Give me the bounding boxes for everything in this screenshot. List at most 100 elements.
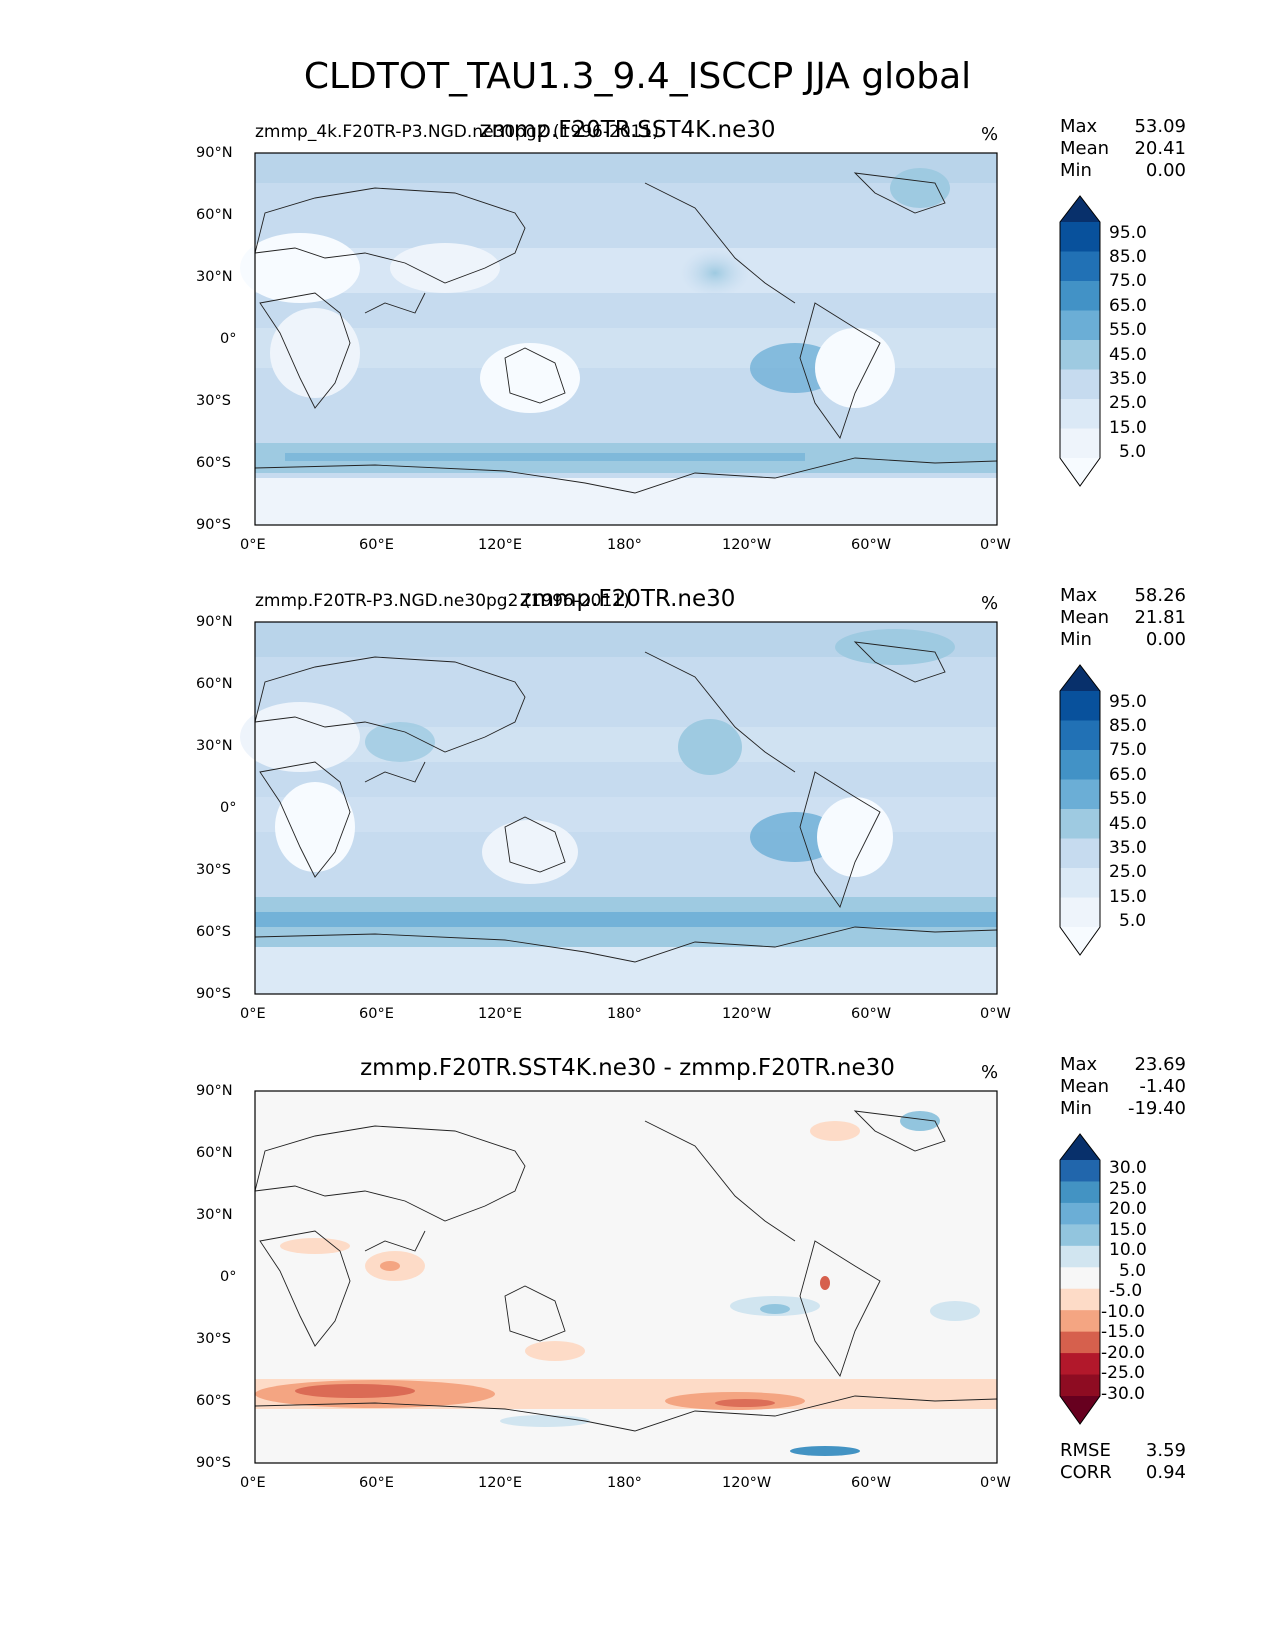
panel-2-mean-value: 21.81 (1134, 607, 1186, 628)
panel-2-lat-tick: 90°N (196, 614, 233, 630)
colorbar-segment (1060, 1331, 1100, 1354)
colorbar-extension-top (1060, 196, 1100, 222)
panel-3-lat-tick: 60°N (196, 1145, 233, 1161)
panel-3-lat-tick: 90°S (196, 1455, 231, 1471)
panel-1-colorbar-label: 25.0 (1109, 393, 1147, 413)
panel-2-lon-tick: 60°W (851, 1006, 892, 1022)
colorbar-segment (1060, 750, 1100, 780)
colorbar-segment (1060, 251, 1100, 282)
colorbar-extension-bottom (1060, 458, 1100, 486)
panel-2-lat-tick: 0° (220, 800, 237, 816)
colorbar-segment (1060, 720, 1100, 751)
panel-3-lon-tick: 60°W (851, 1475, 892, 1491)
panel-2-min-label: Min (1060, 629, 1092, 650)
panel-1-colorbar-label: 75.0 (1109, 271, 1147, 291)
colorbar-segment (1060, 1202, 1100, 1225)
colorbar-segment (1060, 222, 1100, 252)
panel-1-lon-tick: 120°W (722, 537, 772, 553)
panel-2-title: zmmp.F20TR.ne30 (519, 586, 736, 612)
panel-1-min-value: 0.00 (1145, 160, 1186, 181)
panel-3-colorbar-label: 20.0 (1109, 1199, 1147, 1219)
panel-3-mean-label: Mean (1060, 1076, 1110, 1097)
panel-3-colorbar-label: -30.0 (1101, 1384, 1145, 1404)
colorbar-segment (1060, 340, 1100, 370)
panel-3-colorbar-label: -15.0 (1101, 1322, 1145, 1342)
panel-2-colorbar-label: 75.0 (1109, 740, 1147, 760)
panel-1-lon-tick: 120°E (478, 537, 523, 553)
panel-3-units: % (981, 1062, 999, 1083)
colorbar-outline (1059, 195, 1101, 487)
panel-3-rmse-label: RMSE (1060, 1440, 1111, 1461)
panel-3-min-label: Min (1060, 1098, 1092, 1119)
panel-2-colorbar-label: 55.0 (1109, 789, 1147, 809)
panel-2-max-label: Max (1060, 585, 1098, 606)
colorbar-extension-bottom (1060, 927, 1100, 955)
panel-2-lat-tick: 90°S (196, 986, 231, 1002)
panel-2-mean-label: Mean (1060, 607, 1110, 628)
panel-1-lon-tick: 60°E (359, 537, 394, 553)
colorbar-segment (1060, 281, 1100, 311)
panel-2-lat-tick: 30°N (196, 738, 233, 754)
panel-1-colorbar-label: 35.0 (1109, 369, 1147, 389)
panel-3-lon-tick: 180° (607, 1475, 642, 1491)
panel-1-lat-tick: 30°N (196, 269, 233, 285)
colorbar-segment (1060, 897, 1100, 928)
panel-1-title: zmmp.F20TR.SST4K.ne30 (479, 117, 776, 143)
colorbar-segment (1060, 399, 1100, 429)
panel-2-colorbar-label: 15.0 (1109, 887, 1147, 907)
panel-1-lon-tick: 0°E (240, 537, 266, 553)
colorbar-segment (1060, 868, 1100, 898)
panel-3-max-label: Max (1060, 1054, 1098, 1075)
panel-2-units: % (981, 593, 999, 614)
panel-3-colorbar-label: 25.0 (1109, 1179, 1147, 1199)
panel-1-colorbar-label: 15.0 (1109, 418, 1147, 438)
panel-3-rmse-value: 3.59 (1145, 1440, 1186, 1461)
colorbar-segment (1060, 691, 1100, 721)
panel-3-min-value: -19.40 (1127, 1098, 1186, 1119)
panel-3-colorbar-label: 5.0 (1119, 1261, 1147, 1281)
colorbar-extension-bottom (1060, 1396, 1100, 1424)
panel-2-max-value: 58.26 (1134, 585, 1186, 606)
panel-1-lat-tick: 90°S (196, 517, 231, 533)
panel-2-colorbar-label: 65.0 (1109, 765, 1147, 785)
colorbar-segment (1060, 1353, 1100, 1376)
panel-3-map (254, 1090, 998, 1464)
panel-1-max-value: 53.09 (1134, 116, 1186, 137)
panel-1-lat-tick: 0° (220, 331, 237, 347)
panel-1-lon-tick: 180° (607, 537, 642, 553)
colorbar-segment (1060, 1224, 1100, 1247)
panel-3-lat-tick: 30°S (196, 1331, 231, 1347)
panel-2-colorbar (1059, 664, 1101, 956)
panel-1-lat-tick: 60°S (196, 455, 231, 471)
panel-1-lat-tick: 30°S (196, 393, 231, 409)
panel-2-left-title: zmmp.F20TR-P3.NGD.ne30pg2 (1996-2011) (255, 591, 630, 611)
panel-3-mean-value: -1.40 (1139, 1076, 1186, 1097)
panel-1-lat-tick: 60°N (196, 207, 233, 223)
panel-2-lon-tick: 120°E (478, 1006, 523, 1022)
panel-1-lat-tick: 90°N (196, 145, 233, 161)
panel-3-lon-tick: 120°W (722, 1475, 772, 1491)
panel-3-lat-tick: 60°S (196, 1393, 231, 1409)
panel-2-colorbar-label: 95.0 (1109, 692, 1147, 712)
panel-1-colorbar-label: 65.0 (1109, 296, 1147, 316)
panel-3-corr-value: 0.94 (1145, 1462, 1186, 1483)
colorbar-segment (1060, 1288, 1100, 1311)
panel-3-colorbar-label: -5.0 (1109, 1281, 1143, 1301)
colorbar-segment (1060, 369, 1100, 400)
panel-3-lon-tick: 0°E (240, 1475, 266, 1491)
panel-3-colorbar-label: -25.0 (1101, 1363, 1145, 1383)
panel-3-colorbar-label: 15.0 (1109, 1220, 1147, 1240)
colorbar-outline (1059, 1133, 1101, 1425)
panel-3-lat-tick: 30°N (196, 1207, 233, 1223)
panel-2-colorbar-label: 25.0 (1109, 862, 1147, 882)
panel-2-map (240, 621, 998, 995)
colorbar-segment (1060, 310, 1100, 341)
colorbar-segment (1060, 428, 1100, 459)
panel-1-lon-tick: 0°W (980, 537, 1011, 553)
colorbar-segment (1060, 779, 1100, 810)
panel-2-colorbar-label: 35.0 (1109, 838, 1147, 858)
panel-1-colorbar-label: 45.0 (1109, 345, 1147, 365)
panel-3-max-value: 23.69 (1134, 1054, 1186, 1075)
panel-3-corr-label: CORR (1060, 1462, 1112, 1483)
panel-3-lat-tick: 90°N (196, 1083, 233, 1099)
